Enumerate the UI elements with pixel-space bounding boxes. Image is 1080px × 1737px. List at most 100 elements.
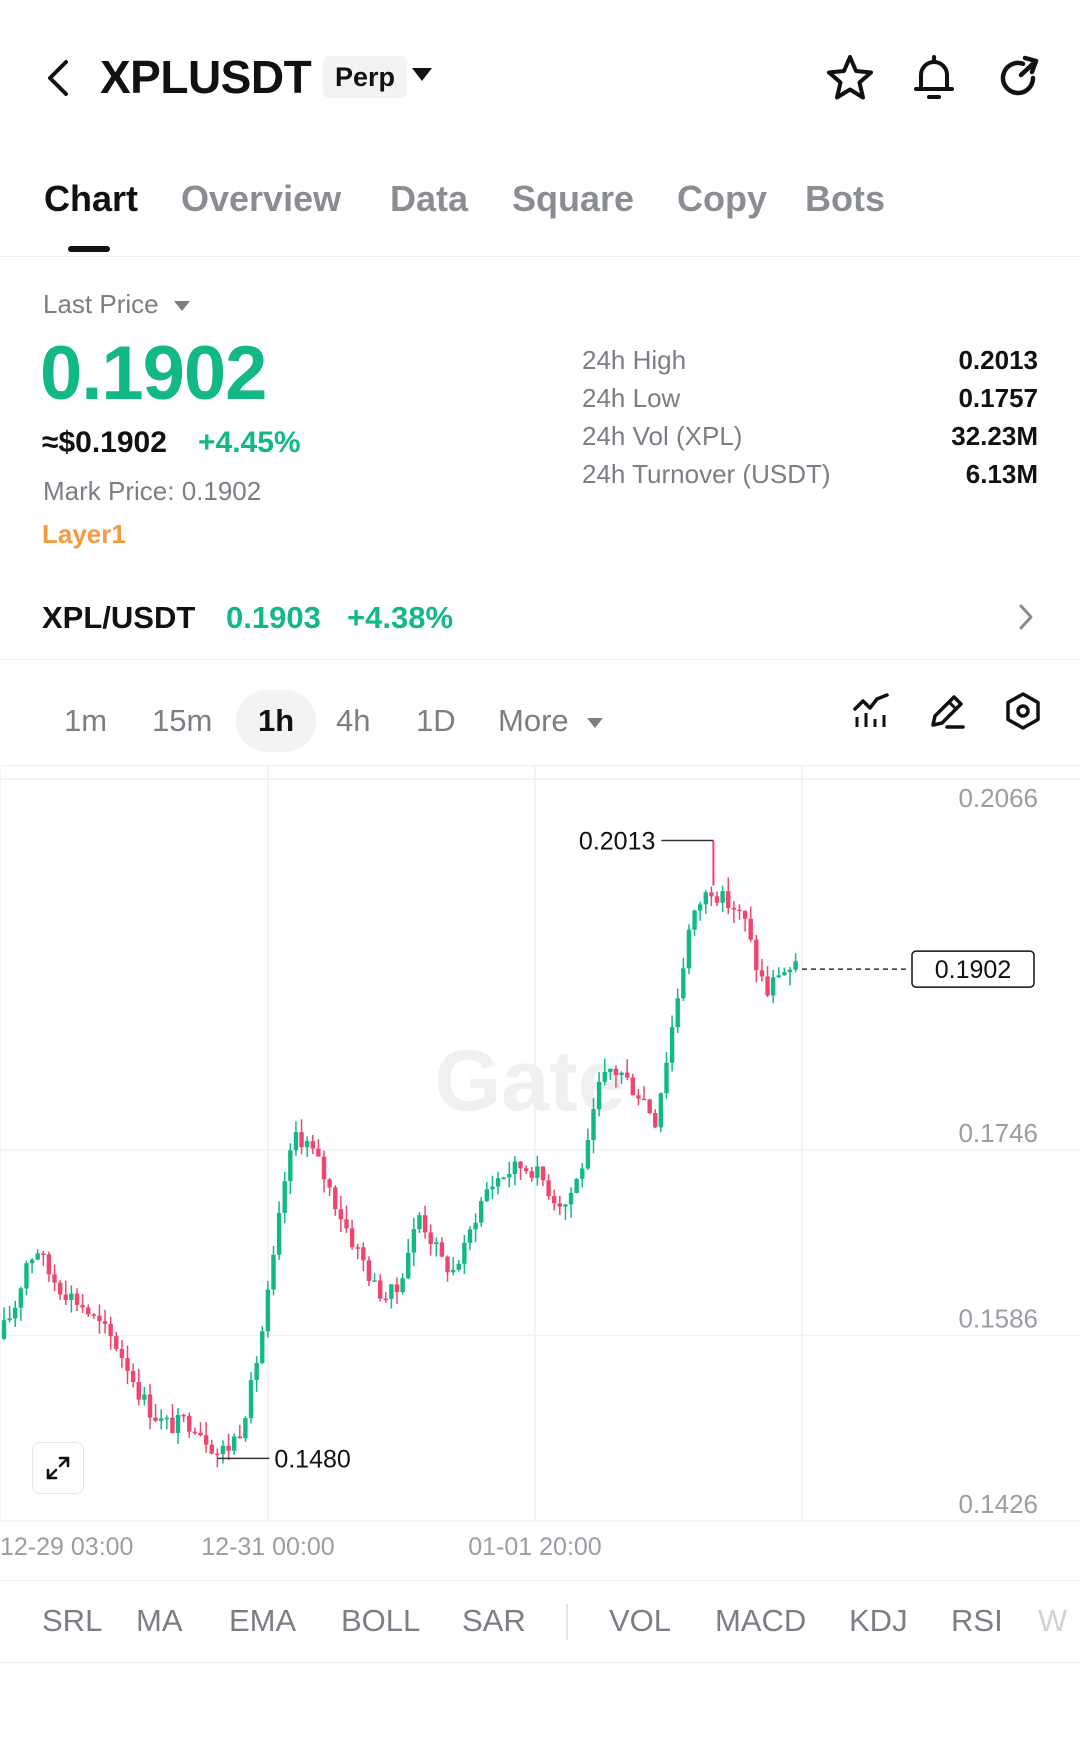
indicator-macd[interactable]: MACD <box>715 1603 807 1638</box>
draw-tool-button[interactable] <box>919 683 975 739</box>
indicator-tool-button[interactable] <box>843 683 899 739</box>
timeframe-more[interactable]: More <box>498 690 604 752</box>
back-button[interactable] <box>32 50 88 106</box>
tab-copy[interactable]: Copy <box>677 178 767 219</box>
y-tick-label: 0.1586 <box>958 1304 1038 1334</box>
tab-bots[interactable]: Bots <box>805 178 885 219</box>
candle-body <box>29 1259 35 1264</box>
tab-data[interactable]: Data <box>390 178 469 219</box>
indicator-ma[interactable]: MA <box>136 1603 183 1638</box>
candle-body <box>130 1370 136 1382</box>
candle-body <box>316 1148 321 1157</box>
candle-body <box>664 1062 669 1094</box>
candle-body <box>310 1141 315 1149</box>
favorite-button[interactable] <box>822 50 878 106</box>
indicator-ema[interactable]: EMA <box>229 1603 297 1638</box>
candle-body <box>602 1071 607 1082</box>
candle-body <box>293 1132 299 1151</box>
candle-body <box>467 1229 473 1243</box>
candle-body <box>557 1203 563 1207</box>
low-annotation: 0.1480 <box>274 1445 350 1473</box>
candle-body <box>428 1232 433 1245</box>
tab-chart[interactable]: Chart <box>44 178 139 219</box>
candle-body <box>24 1263 29 1289</box>
share-button[interactable] <box>990 50 1046 106</box>
timeframe-1d[interactable]: 1D <box>416 703 456 738</box>
candle-body <box>41 1253 46 1255</box>
candle-body <box>540 1166 546 1181</box>
expand-chart-button[interactable] <box>32 1442 84 1494</box>
current-price-box <box>911 950 1035 988</box>
indicator-more[interactable]: W <box>1038 1603 1068 1638</box>
candle-body <box>754 939 759 971</box>
stat-label: 24h Vol (XPL) <box>582 421 743 451</box>
candle-body <box>731 907 737 910</box>
timeframe-15m[interactable]: 15m <box>152 703 213 738</box>
candle-body <box>159 1418 164 1421</box>
candle-body <box>714 896 720 903</box>
candle-body <box>479 1201 484 1223</box>
candle-body <box>13 1307 18 1319</box>
candle-body <box>333 1187 338 1210</box>
chart-divider <box>0 1580 1080 1581</box>
chevron-right-icon <box>1019 604 1033 630</box>
current-price-label: 0.1902 <box>935 956 1011 984</box>
candle-body <box>630 1077 635 1096</box>
candle-body <box>720 891 725 903</box>
indicator-kdj[interactable]: KDJ <box>849 1603 908 1638</box>
sector-tag[interactable]: Layer1 <box>42 519 126 549</box>
contract-dropdown-caret-icon[interactable] <box>412 68 432 81</box>
timeframe-1h[interactable]: 1h <box>236 690 317 752</box>
caret-down-icon <box>587 717 604 728</box>
tab-overview[interactable]: Overview <box>181 178 342 219</box>
candle-body <box>490 1186 495 1190</box>
candle-body <box>776 975 781 978</box>
candle-body <box>546 1180 551 1197</box>
candle-body <box>181 1414 186 1417</box>
tab-square[interactable]: Square <box>512 178 635 219</box>
candle-body <box>74 1293 80 1305</box>
timeframe-1m[interactable]: 1m <box>64 703 108 738</box>
candlestick-chart[interactable]: 0.2066 0.1746 0.1586 0.1426 Gate 0.2013 0.14… <box>0 765 1080 1561</box>
alert-button[interactable] <box>906 50 962 106</box>
candle-body <box>596 1081 602 1110</box>
candle-body <box>782 972 787 976</box>
expand-icon <box>46 1456 70 1480</box>
candle-body <box>383 1298 388 1301</box>
y-tick-label: 0.2066 <box>958 783 1038 813</box>
candle-body <box>142 1394 147 1400</box>
candle-body <box>417 1215 422 1230</box>
candle-body <box>108 1323 113 1337</box>
indicator-boll[interactable]: BOLL <box>341 1603 421 1638</box>
indicator-rsi[interactable]: RSI <box>951 1603 1003 1638</box>
candle-body <box>1 1320 7 1339</box>
candle-body <box>552 1196 557 1204</box>
share-refresh-icon <box>1000 55 1039 96</box>
indicator-separator <box>566 1604 568 1640</box>
candle-body <box>608 1068 613 1072</box>
candle-body <box>248 1379 254 1419</box>
candle-body <box>591 1109 596 1141</box>
indicator-srl[interactable]: SRL <box>42 1603 103 1638</box>
candle-body <box>164 1417 170 1420</box>
contract-type-badge[interactable]: Perp <box>323 56 408 98</box>
timeframe-4h[interactable]: 4h <box>336 703 371 738</box>
pair-title[interactable]: XPLUSDT <box>100 51 312 103</box>
indicator-vol[interactable]: VOL <box>609 1603 672 1638</box>
candle-body <box>147 1394 153 1418</box>
price-type-selector[interactable]: Last Price <box>43 289 190 320</box>
chart-watermark: Gate <box>434 1033 625 1129</box>
chart-settings-button[interactable] <box>995 683 1051 739</box>
candle-body <box>619 1072 624 1076</box>
stat-value: 6.13M <box>965 459 1038 489</box>
candle-body <box>153 1417 158 1421</box>
candle-body <box>271 1254 276 1290</box>
candle-body <box>737 909 742 912</box>
spot-pair-row[interactable]: XPL/USDT 0.1903 +4.38% <box>0 590 1080 646</box>
indicator-sar[interactable]: SAR <box>462 1603 526 1638</box>
candle-body <box>198 1432 203 1436</box>
candle-body <box>254 1363 259 1380</box>
candle-body <box>243 1418 248 1439</box>
candle-body <box>394 1284 400 1293</box>
candle-body <box>523 1168 529 1172</box>
